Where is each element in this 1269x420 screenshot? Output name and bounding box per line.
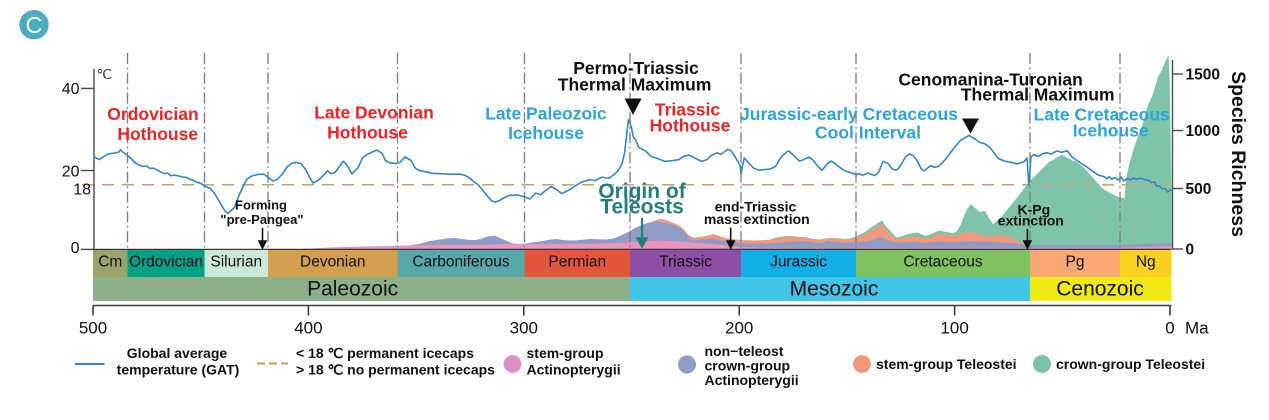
svg-text:Ng: Ng (1136, 254, 1156, 271)
svg-text:"pre-Pangea": "pre-Pangea" (220, 212, 303, 227)
svg-text:extinction: extinction (998, 213, 1064, 229)
svg-text:Late Paleozoic: Late Paleozoic (485, 104, 607, 124)
svg-text:Forming: Forming (235, 198, 287, 213)
svg-text:mass extinction: mass extinction (704, 211, 810, 227)
svg-text:0: 0 (1165, 319, 1174, 338)
svg-text:Pg: Pg (1066, 254, 1085, 271)
svg-text:Ordovician: Ordovician (129, 254, 203, 271)
svg-text:400: 400 (294, 319, 322, 338)
svg-text:Thermal Maximum: Thermal Maximum (961, 85, 1115, 105)
svg-text:Triassic: Triassic (655, 100, 720, 120)
svg-text:Origin of: Origin of (598, 180, 686, 203)
svg-text:crown-group Teleostei: crown-group Teleostei (1056, 356, 1205, 372)
svg-text:500: 500 (79, 319, 107, 338)
svg-text:Global average: Global average (127, 345, 228, 361)
svg-text:Actinopterygii: Actinopterygii (527, 362, 621, 378)
svg-text:Icehouse: Icehouse (1073, 121, 1149, 141)
svg-text:Permian: Permian (548, 254, 606, 271)
svg-text:Hothouse: Hothouse (117, 124, 198, 144)
svg-text:Jurassic-early Cretaceous: Jurassic-early Cretaceous (740, 104, 958, 124)
svg-text:0: 0 (71, 240, 80, 257)
svg-text:Late Devonian: Late Devonian (314, 103, 434, 123)
svg-text:Hothouse: Hothouse (650, 115, 731, 135)
svg-text:crown-group: crown-group (705, 358, 791, 374)
svg-text:Cool Interval: Cool Interval (815, 123, 921, 143)
svg-text:100: 100 (940, 319, 968, 338)
svg-text:C: C (26, 12, 43, 38)
svg-text:Cenomanina-Turonian: Cenomanina-Turonian (898, 70, 1082, 90)
svg-text:Mesozoic: Mesozoic (790, 278, 879, 301)
svg-text:300: 300 (510, 319, 538, 338)
svg-text:Hothouse: Hothouse (327, 122, 408, 142)
svg-text:Cm: Cm (98, 254, 122, 271)
svg-text:> 18 ℃ no permanent icecaps: > 18 ℃ no permanent icecaps (296, 362, 495, 378)
svg-text:1000: 1000 (1186, 123, 1220, 140)
svg-text:stem-group: stem-group (527, 345, 604, 361)
svg-text:Paleozoic: Paleozoic (307, 278, 398, 301)
svg-text:20: 20 (62, 163, 80, 180)
svg-text:Cenozoic: Cenozoic (1056, 278, 1144, 301)
svg-text:non−teleost: non−teleost (705, 343, 784, 359)
svg-text:500: 500 (1186, 181, 1212, 198)
svg-text:200: 200 (725, 319, 753, 338)
svg-text:K-Pg: K-Pg (1017, 202, 1050, 218)
svg-text:0: 0 (1186, 242, 1195, 259)
svg-text:Icehouse: Icehouse (508, 123, 584, 143)
svg-text:stem-group Teleostei: stem-group Teleostei (876, 356, 1017, 372)
svg-text:Jurassic: Jurassic (770, 254, 827, 271)
svg-text:Silurian: Silurian (210, 254, 262, 271)
svg-text:40: 40 (62, 81, 80, 98)
svg-text:Permo-Triassic: Permo-Triassic (573, 58, 699, 78)
svg-text:Ma: Ma (1185, 319, 1209, 338)
svg-text:end-Triassic: end-Triassic (715, 199, 797, 215)
svg-text:℃: ℃ (97, 66, 113, 82)
svg-text:Devonian: Devonian (300, 254, 366, 271)
svg-text:Late Cretaceous: Late Cretaceous (1034, 105, 1170, 125)
svg-text:Carboniferous: Carboniferous (412, 254, 510, 271)
svg-text:Ordovician: Ordovician (107, 104, 198, 124)
svg-text:1500: 1500 (1186, 67, 1220, 84)
svg-text:Cretaceous: Cretaceous (903, 254, 983, 271)
svg-text:Teleosts: Teleosts (600, 196, 684, 219)
svg-text:Actinopterygii: Actinopterygii (705, 372, 799, 388)
svg-text:< 18 ℃ permanent icecaps: < 18 ℃ permanent icecaps (296, 345, 474, 361)
svg-text:Thermal Maximum: Thermal Maximum (558, 75, 712, 95)
svg-text:Triassic: Triassic (659, 254, 712, 271)
svg-text:18: 18 (73, 181, 91, 198)
svg-text:Species Richness: Species Richness (1227, 71, 1249, 237)
svg-text:temperature (GAT): temperature (GAT) (117, 362, 240, 378)
